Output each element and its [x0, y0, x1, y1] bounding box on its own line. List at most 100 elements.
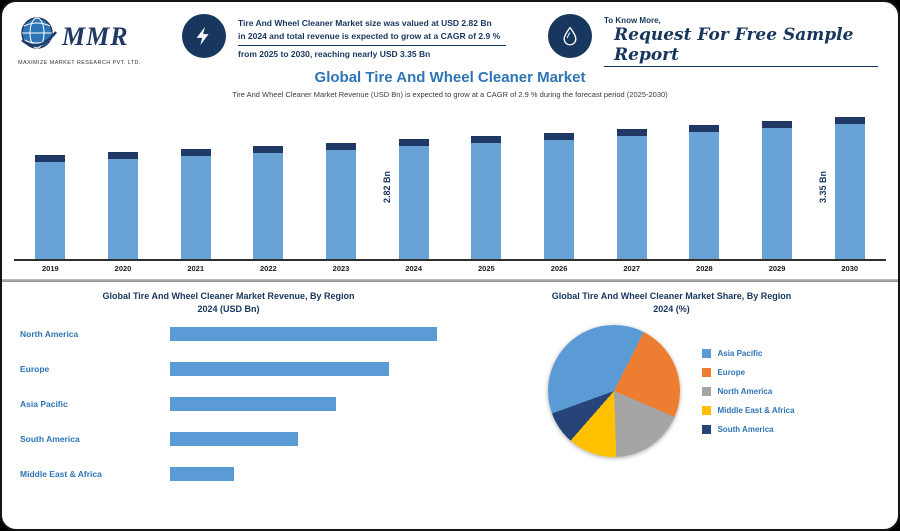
bar-cell: 3.35 Bn	[813, 107, 886, 259]
region-bar-track	[170, 327, 437, 342]
revenue-bar	[180, 149, 211, 259]
revenue-bar	[616, 129, 647, 259]
bar-cap	[544, 133, 575, 140]
lightning-icon	[182, 14, 226, 58]
legend-swatch	[702, 348, 712, 358]
region-row: Asia Pacific	[20, 397, 437, 412]
bar-cap	[253, 146, 284, 153]
year-label: 2019	[41, 264, 59, 273]
bar-cap	[326, 143, 357, 150]
bar-cell	[87, 107, 160, 259]
legend-item: Europe	[702, 367, 794, 377]
bar-cap	[35, 155, 66, 162]
pie-content: Asia Pacific Europe North America Middle Ea…	[463, 325, 880, 458]
revenue-bar	[689, 125, 720, 259]
revenue-bar	[471, 136, 502, 259]
bar-cell	[523, 107, 596, 259]
bar-cap	[471, 136, 502, 143]
bottom-section: Global Tire And Wheel Cleaner Market Rev…	[2, 290, 898, 502]
region-bar-track	[170, 362, 437, 377]
highlight-line-3: from 2025 to 2030, reaching nearly USD 3…	[238, 49, 431, 59]
revenue-bar	[834, 117, 865, 259]
bar-cell	[232, 107, 305, 259]
region-panel-title: Global Tire And Wheel Cleaner Market Rev…	[20, 290, 437, 315]
revenue-bar	[253, 146, 284, 259]
region-bar-track	[170, 432, 437, 447]
bar-cell	[305, 107, 378, 259]
region-label: North America	[20, 329, 79, 340]
bar-cap	[689, 125, 720, 132]
legend-item: Asia Pacific	[702, 348, 794, 358]
drop-icon	[548, 14, 592, 58]
pie-title-line-2: 2024 (%)	[653, 303, 690, 314]
header: MMR MAXIMIZE MARKET RESEARCH PVT. LTD. T…	[2, 2, 898, 67]
region-row: South America	[20, 432, 437, 447]
year-label: 2029	[768, 264, 786, 273]
legend-swatch	[702, 405, 712, 415]
region-bar-track	[170, 467, 437, 482]
region-bar	[170, 362, 389, 377]
legend-label: North America	[717, 386, 773, 396]
region-label: Asia Pacific	[20, 399, 68, 410]
bar-cap	[180, 149, 211, 156]
region-bar	[170, 432, 299, 447]
year-label: 2026	[550, 264, 568, 273]
globe-icon	[18, 14, 58, 59]
year-label: 2020	[114, 264, 132, 273]
region-row: Europe	[20, 362, 437, 377]
bar-cell: 2.82 Bn	[377, 107, 450, 259]
bar-value-label: 3.35 Bn	[818, 170, 829, 203]
legend-swatch	[702, 424, 712, 434]
bar-cell	[14, 107, 87, 259]
region-label: Europe	[20, 364, 50, 375]
bar-cap	[398, 139, 429, 146]
page-subtitle: Tire And Wheel Cleaner Market Revenue (U…	[232, 90, 668, 99]
pie-legend: Asia Pacific Europe North America Middle Ea…	[702, 348, 795, 434]
cta-text: To Know More, Request For Free Sample Re…	[604, 14, 878, 67]
pie-panel-title: Global Tire And Wheel Cleaner Market Sha…	[463, 290, 880, 315]
region-bar	[170, 467, 235, 482]
bar-cell	[159, 107, 232, 259]
revenue-bar	[398, 139, 429, 259]
legend-item: South America	[702, 424, 794, 434]
revenue-bar	[35, 155, 66, 259]
legend-label: Asia Pacific	[717, 348, 763, 358]
pie-title-line-1: Global Tire And Wheel Cleaner Market Sha…	[551, 291, 792, 301]
section-divider	[2, 279, 898, 282]
share-pie-panel: Global Tire And Wheel Cleaner Market Sha…	[463, 290, 880, 502]
region-bar	[170, 397, 336, 412]
year-label: 2027	[623, 264, 641, 273]
region-title-line-2: 2024 (USD Bn)	[197, 303, 260, 314]
logo: MMR MAXIMIZE MARKET RESEARCH PVT. LTD.	[18, 14, 168, 66]
legend-item: North America	[702, 386, 794, 396]
market-highlight-group: Tire And Wheel Cleaner Market size was v…	[182, 14, 512, 61]
logo-tagline: MAXIMIZE MARKET RESEARCH PVT. LTD.	[18, 60, 141, 66]
legend-label: South America	[717, 424, 774, 434]
pie-chart	[548, 325, 681, 458]
bar-cell	[668, 107, 741, 259]
cta-group: To Know More, Request For Free Sample Re…	[548, 14, 878, 67]
sample-report-link[interactable]: Request For Free Sample Report	[604, 25, 878, 67]
region-row: North America	[20, 327, 437, 342]
revenue-bar-chart: 2.82 Bn 3.35 Bn 2019 2020 2021 2022 2023 2024 2…	[2, 107, 898, 273]
bar-cell	[741, 107, 814, 259]
legend-label: Middle East & Africa	[717, 405, 795, 415]
region-bar	[170, 327, 437, 342]
bar-cap	[108, 152, 138, 159]
year-label: 2024	[405, 264, 423, 273]
region-bar-track	[170, 397, 437, 412]
market-highlight-text: Tire And Wheel Cleaner Market size was v…	[238, 14, 506, 61]
highlight-line-1: Tire And Wheel Cleaner Market size was v…	[238, 18, 492, 28]
bar-cap	[616, 129, 647, 136]
revenue-bar	[544, 133, 575, 259]
bar-cap	[762, 121, 793, 128]
region-title-line-1: Global Tire And Wheel Cleaner Market Rev…	[102, 291, 355, 301]
cta-kicker: To Know More,	[604, 16, 661, 25]
bar-cell	[595, 107, 668, 259]
legend-swatch	[702, 386, 712, 396]
region-row: Middle East & Africa	[20, 467, 437, 482]
brand-text: MMR	[62, 21, 129, 51]
region-rows: North America Europe Asia Pacific South Ame…	[20, 327, 437, 482]
region-label: South America	[20, 434, 80, 445]
